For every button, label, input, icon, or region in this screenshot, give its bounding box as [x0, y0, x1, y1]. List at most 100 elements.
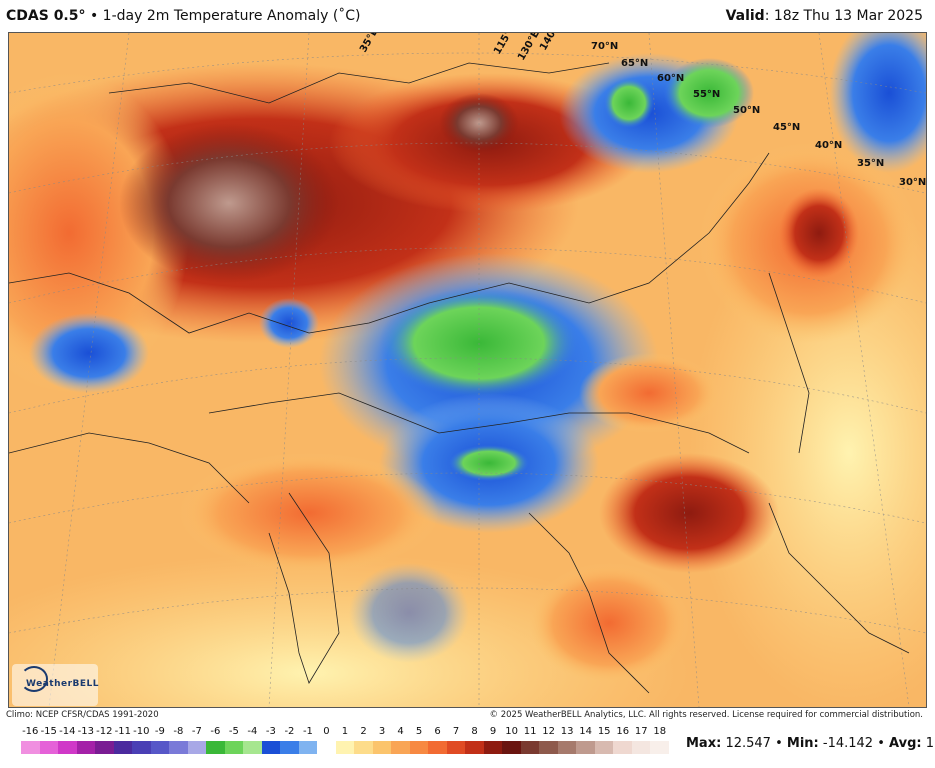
- colorbar-label: 9: [489, 726, 497, 737]
- avg-label: Avg:: [889, 736, 922, 751]
- title-separator: •: [89, 8, 99, 24]
- colorbar-label: -5: [228, 726, 239, 737]
- colorbar-label: 16: [616, 726, 630, 737]
- lat-label-45n: 45°N: [773, 122, 800, 133]
- colorbar-swatch: [243, 741, 262, 754]
- colorbar-label: 12: [542, 726, 555, 737]
- colorbar-swatch: [502, 741, 521, 754]
- colorbar-label: 13: [560, 726, 574, 737]
- colorbar-label: 11: [523, 726, 537, 737]
- footer: [0, 708, 935, 722]
- colorbar-swatch: [520, 741, 540, 754]
- colorbar-label: -8: [173, 726, 184, 737]
- map-canvas: 70°N 65°N 60°N 55°N 50°N 45°N 40°N 35°N …: [9, 33, 926, 707]
- colorbar-swatch: [613, 741, 632, 754]
- stats-sep-2: •: [877, 736, 885, 751]
- colorbar-swatch: [539, 741, 558, 754]
- avg-value: 1.448: [925, 736, 935, 751]
- colorbar-swatch: [372, 741, 392, 754]
- colorbar-label: -11: [114, 726, 131, 737]
- colorbar-label: 7: [452, 726, 460, 737]
- colorbar-label: -7: [191, 726, 202, 737]
- colorbar-label: 0: [323, 726, 330, 737]
- colorbar-swatch: [150, 741, 170, 754]
- colorbar-label: -13: [77, 726, 94, 737]
- lat-label-50n: 50°N: [733, 105, 760, 116]
- colorbar-label: 2: [360, 726, 367, 737]
- lat-label-30n: 30°N: [899, 177, 926, 188]
- colorbar-label: -12: [96, 726, 113, 737]
- swirl-icon: [20, 666, 48, 692]
- model-name: CDAS 0.5°: [6, 8, 86, 24]
- colorbar-swatch: [76, 741, 96, 754]
- colorbar-swatch: [58, 741, 77, 754]
- colorbar-swatch: [446, 741, 466, 754]
- max-value: 12.547: [725, 736, 771, 751]
- colorbar-label: 17: [634, 726, 648, 737]
- colorbar-swatch: [335, 741, 355, 754]
- colorbar: -16 -15 -14 -13 -12 -11 -10 -9 -8 -7 -6 -5 -4 -3 -2 -1 0…: [21, 726, 669, 758]
- copyright-note: © 2025 WeatherBELL Analytics, LLC. All r…: [489, 710, 923, 720]
- colorbar-swatch: [95, 741, 114, 754]
- lat-label-55n: 55°N: [693, 89, 720, 100]
- valid-label: Valid: [725, 8, 765, 24]
- weatherbell-logo: WeatherBELL: [12, 664, 100, 706]
- colorbar-label: -2: [284, 726, 295, 737]
- colorbar-label: -1: [302, 726, 313, 737]
- valid-time: Valid: 18z Thu 13 Mar 2025: [725, 8, 923, 24]
- map-title: CDAS 0.5° • 1-day 2m Temperature Anomaly…: [6, 8, 361, 24]
- colorbar-swatch: [113, 741, 133, 754]
- colorbar-swatch: [391, 741, 410, 754]
- stats: Max: 12.547 • Min: -14.142 • Avg: 1.448: [686, 736, 935, 751]
- colorbar-swatch: [594, 741, 614, 754]
- colorbar-swatch: [354, 741, 373, 754]
- colorbar-label: 1: [341, 726, 349, 737]
- colorbar-swatch: [409, 741, 429, 754]
- colorbar-swatch: [483, 741, 503, 754]
- colorbar-swatch: [132, 741, 151, 754]
- lat-label-70n: 70°N: [591, 41, 618, 52]
- colorbar-swatch: [187, 741, 207, 754]
- max-label: Max:: [686, 736, 722, 751]
- colorbar-label: 14: [579, 726, 593, 737]
- colorbar-label: 8: [471, 726, 478, 737]
- colorbar-label: -4: [247, 726, 258, 737]
- colorbar-swatch: [21, 741, 40, 754]
- colorbar-label: -6: [210, 726, 221, 737]
- colorbar-swatch: [280, 741, 299, 754]
- climo-note: Climo: NCEP CFSR/CDAS 1991-2020: [6, 710, 159, 720]
- min-value: -14.142: [822, 736, 874, 751]
- colorbar-label: 6: [434, 726, 441, 737]
- colorbar-swatch: [465, 741, 484, 754]
- colorbar-label: 15: [597, 726, 611, 737]
- header: CDAS 0.5° • 1-day 2m Temperature Anomaly…: [0, 0, 935, 32]
- colorbar-swatch: [428, 741, 447, 754]
- colorbar-swatch: [576, 741, 595, 754]
- logo-text: WeatherBELL: [26, 679, 100, 689]
- colorbar-swatch: [39, 741, 58, 754]
- colorbar-swatch: [631, 741, 651, 754]
- colorbar-label: 18: [653, 726, 667, 737]
- colorbar-label: 5: [415, 726, 423, 737]
- colorbar-label: -15: [40, 726, 57, 737]
- colorbar-label: -14: [59, 726, 76, 737]
- colorbar-swatch: [317, 741, 336, 754]
- product-name: 1-day 2m Temperature Anomaly (˚C): [102, 8, 361, 24]
- colorbar-label: 4: [397, 726, 404, 737]
- colorbar-label: -3: [265, 726, 276, 737]
- colorbar-label: -9: [154, 726, 165, 737]
- colorbar-swatch: [169, 741, 188, 754]
- valid-time-value: 18z Thu 13 Mar 2025: [773, 8, 923, 24]
- lat-label-65n: 65°N: [621, 58, 648, 69]
- colorbar-swatch: [650, 741, 669, 754]
- colorbar-label: -10: [133, 726, 150, 737]
- colorbar-label: -16: [22, 726, 39, 737]
- colorbar-swatch: [206, 741, 225, 754]
- colorbar-swatch: [224, 741, 244, 754]
- lat-label-60n: 60°N: [657, 73, 684, 84]
- colorbar-swatch: [261, 741, 281, 754]
- min-label: Min:: [786, 736, 819, 751]
- colorbar-swatch: [557, 741, 577, 754]
- lat-label-35n: 35°N: [857, 158, 884, 169]
- lat-label-40n: 40°N: [815, 140, 842, 151]
